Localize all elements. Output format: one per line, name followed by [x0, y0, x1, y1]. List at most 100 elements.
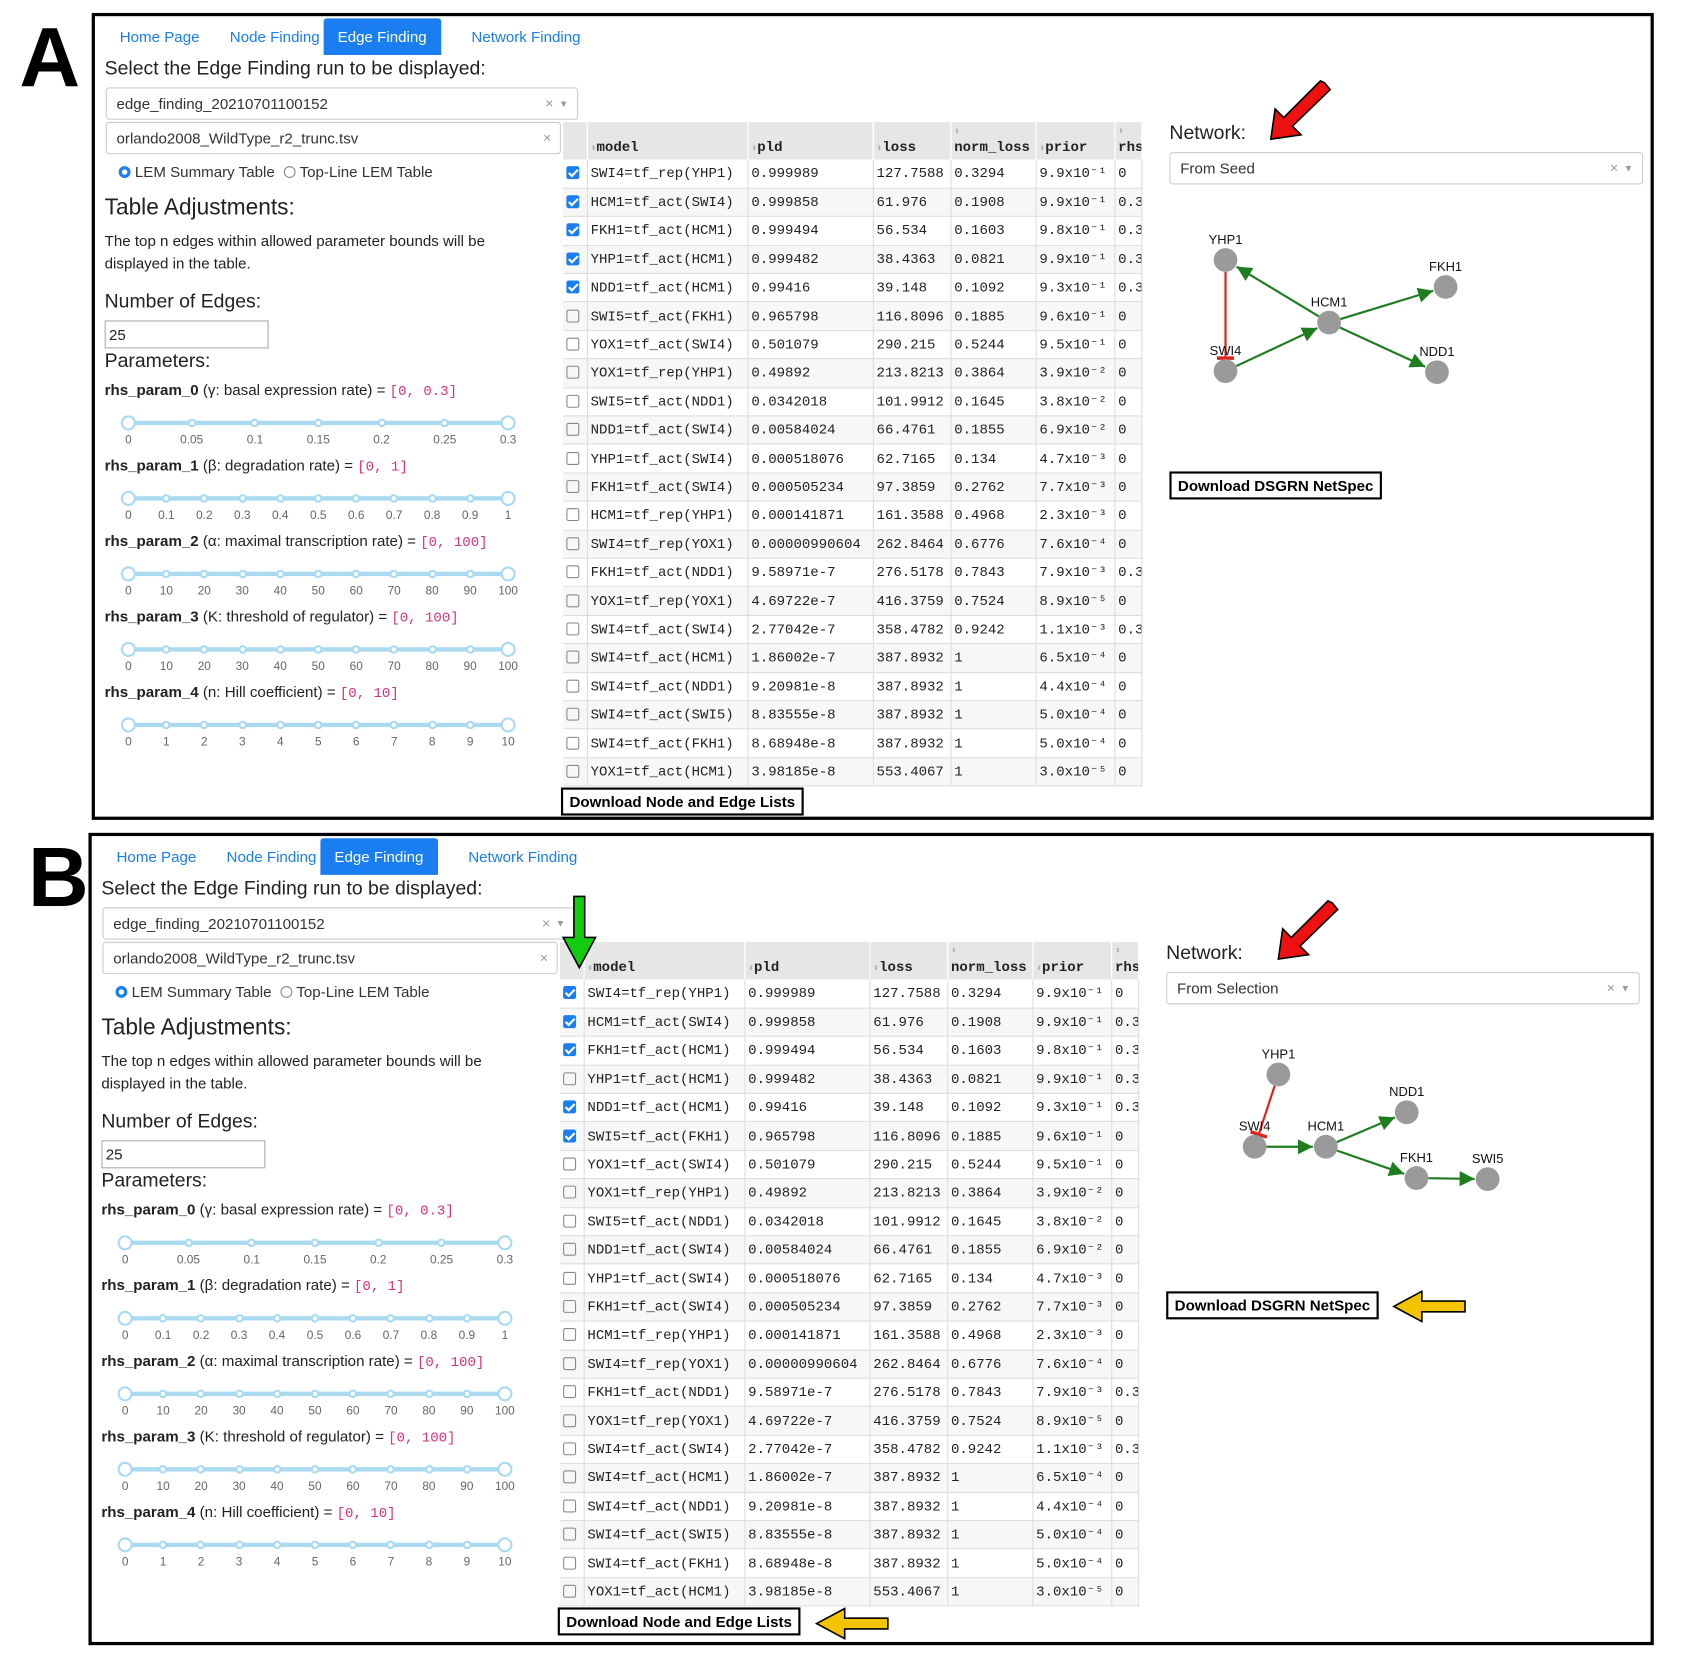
select-cell[interactable]	[559, 1349, 585, 1379]
param-range-slider[interactable]	[120, 641, 516, 657]
table-row[interactable]: SWI5=tf_act(NDD1) 0.0342018 101.9912 0.1645…	[559, 1207, 1139, 1237]
row-checkbox[interactable]	[563, 1584, 577, 1598]
slider-handle[interactable]	[500, 566, 516, 582]
row-checkbox[interactable]	[563, 1356, 577, 1370]
table-row[interactable]: YOX1=tf_act(SWI4) 0.501079 290.215 0.5244 9.…	[563, 330, 1142, 360]
select-cell[interactable]	[559, 979, 585, 1009]
radio-top-line-lem-table[interactable]: Top-Line LEM Table	[280, 983, 430, 1000]
table-row[interactable]: SWI4=tf_act(NDD1) 9.20981e-8 387.8932 1 4.4x…	[559, 1492, 1139, 1522]
network-select[interactable]: From Selection × ▼	[1166, 971, 1640, 1005]
select-cell[interactable]	[559, 1150, 585, 1180]
select-cell[interactable]	[563, 330, 588, 360]
column-header-rhs[interactable]: ⬍ rhs	[1114, 121, 1142, 160]
row-checkbox[interactable]	[566, 622, 580, 636]
table-row[interactable]: SWI4=tf_act(SWI5) 8.83555e-8 387.8932 1 5.0x…	[563, 700, 1142, 730]
slider-handle[interactable]	[120, 415, 136, 431]
number-of-edges-input[interactable]: 25	[101, 1140, 266, 1169]
row-checkbox[interactable]	[563, 1385, 577, 1399]
download-node-edge-lists-button[interactable]: Download Node and Edge Lists	[560, 787, 804, 816]
row-checkbox[interactable]	[566, 480, 580, 493]
column-header-model[interactable]: ⬍model	[586, 121, 749, 160]
slider-handle[interactable]	[117, 1310, 133, 1326]
slider-handle[interactable]	[497, 1310, 513, 1326]
slider-handle[interactable]	[500, 415, 516, 431]
select-cell[interactable]	[559, 1008, 585, 1038]
radio-lem-summary-table[interactable]: LEM Summary Table	[118, 163, 275, 180]
sort-icon[interactable]: ⬍	[1039, 143, 1046, 155]
radio-button[interactable]	[115, 986, 128, 998]
column-header-prior[interactable]: ⬍prior	[1035, 121, 1115, 160]
select-cell[interactable]	[559, 1064, 585, 1094]
slider-handle[interactable]	[117, 1235, 133, 1251]
select-cell[interactable]	[559, 1121, 585, 1151]
slider-handle[interactable]	[120, 717, 136, 733]
column-header-pld[interactable]: ⬍pld	[744, 941, 871, 980]
slider-handle[interactable]	[120, 490, 136, 506]
row-checkbox[interactable]	[563, 1242, 577, 1256]
network-graph[interactable]: YHP1 FKH1 HCM1 SWI4 NDD1	[1169, 210, 1601, 426]
select-cell[interactable]	[559, 1235, 585, 1265]
column-header-loss[interactable]: ⬍loss	[869, 941, 948, 980]
param-range-slider[interactable]	[117, 1386, 513, 1402]
sort-icon[interactable]: ⬍	[590, 143, 597, 155]
param-range-slider[interactable]	[120, 490, 516, 506]
network-graph[interactable]: YHP1 NDD1 SWI4 HCM1 FKH1 SWI5	[1166, 1030, 1598, 1246]
row-checkbox[interactable]	[566, 707, 580, 721]
download-dsgrn-netspec-button[interactable]: Download DSGRN NetSpec	[1169, 471, 1382, 500]
row-checkbox[interactable]	[566, 252, 580, 266]
select-cell[interactable]	[563, 529, 588, 559]
run-select[interactable]: edge_finding_20210701100152 × ▼	[105, 87, 579, 120]
row-checkbox[interactable]	[566, 451, 580, 465]
table-row[interactable]: SWI4=tf_rep(YOX1) 0.00000990604 262.8464 0.…	[559, 1349, 1139, 1379]
row-checkbox[interactable]	[563, 1527, 577, 1541]
row-checkbox[interactable]	[563, 1556, 577, 1570]
row-checkbox[interactable]	[566, 195, 580, 209]
slider-handle[interactable]	[117, 1461, 133, 1477]
select-cell[interactable]	[563, 472, 588, 502]
select-cell[interactable]	[559, 1435, 585, 1465]
tab-home-page[interactable]: Home Page	[119, 28, 200, 46]
sort-icon[interactable]: ⬍	[587, 963, 594, 975]
column-header-model[interactable]: ⬍model	[583, 941, 745, 980]
select-cell[interactable]	[563, 302, 588, 332]
clear-icon[interactable]: ×	[1606, 979, 1615, 996]
table-row[interactable]: SWI4=tf_act(FKH1) 8.68948e-8 387.8932 1 5.0x…	[559, 1548, 1139, 1578]
select-cell[interactable]	[563, 558, 588, 588]
download-dsgrn-netspec-button[interactable]: Download DSGRN NetSpec	[1166, 1291, 1379, 1320]
slider-handle[interactable]	[500, 490, 516, 506]
select-cell[interactable]	[559, 1463, 585, 1493]
chevron-down-icon[interactable]: ▼	[555, 918, 566, 929]
row-checkbox[interactable]	[566, 508, 580, 522]
row-checkbox[interactable]	[566, 280, 580, 294]
table-row[interactable]: NDD1=tf_act(HCM1) 0.99416 39.148 0.1092 9.3x…	[559, 1093, 1139, 1123]
row-checkbox[interactable]	[563, 1499, 577, 1513]
slider-handle[interactable]	[500, 717, 516, 733]
table-row[interactable]: HCM1=tf_rep(YHP1) 0.000141871 161.3588 0.49…	[559, 1321, 1139, 1351]
table-row[interactable]: YOX1=tf_rep(YOX1) 4.69722e-7 416.3759 0.752…	[563, 586, 1142, 616]
table-row[interactable]: FKH1=tf_act(NDD1) 9.58971e-7 276.5178 0.784…	[563, 558, 1142, 588]
column-header-rhs[interactable]: ⬍ rhs	[1111, 941, 1139, 980]
sort-icon[interactable]: ⬍	[1114, 946, 1121, 957]
select-cell[interactable]	[563, 757, 588, 787]
row-checkbox[interactable]	[566, 166, 580, 180]
row-checkbox[interactable]	[563, 1100, 577, 1114]
row-checkbox[interactable]	[566, 223, 580, 237]
chevron-down-icon[interactable]: ▼	[1620, 982, 1631, 994]
select-cell[interactable]	[563, 729, 588, 759]
row-checkbox[interactable]	[566, 565, 580, 579]
table-row[interactable]: FKH1=tf_act(NDD1) 9.58971e-7 276.5178 0.784…	[559, 1378, 1139, 1408]
table-row[interactable]: HCM1=tf_rep(YHP1) 0.000141871 161.3588 0.49…	[563, 501, 1142, 531]
param-range-slider[interactable]	[117, 1235, 513, 1251]
select-cell[interactable]	[559, 1378, 585, 1408]
slider-handle[interactable]	[120, 641, 136, 657]
tab-edge-finding[interactable]: Edge Finding	[323, 18, 442, 56]
table-row[interactable]: NDD1=tf_act(SWI4) 0.00584024 66.4761 0.1855…	[563, 415, 1142, 445]
param-range-slider[interactable]	[117, 1537, 513, 1553]
select-cell[interactable]	[559, 1292, 585, 1322]
table-row[interactable]: YHP1=tf_act(HCM1) 0.999482 38.4363 0.0821 9.…	[563, 245, 1142, 275]
clear-icon[interactable]: ×	[539, 949, 549, 966]
row-checkbox[interactable]	[563, 1413, 577, 1427]
row-checkbox[interactable]	[566, 650, 580, 664]
sort-icon[interactable]: ⬍	[1036, 963, 1043, 975]
sort-icon[interactable]: ⬍	[876, 143, 883, 155]
